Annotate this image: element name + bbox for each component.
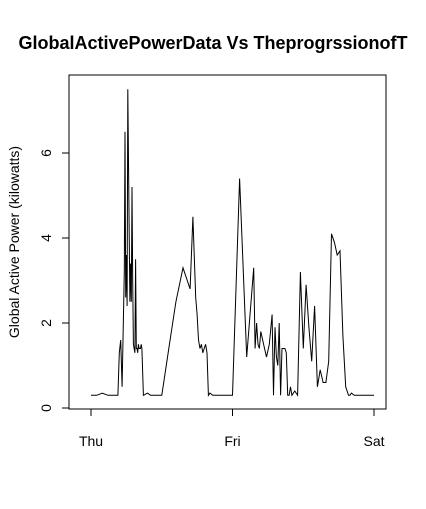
y-tick-label: 0	[38, 404, 54, 412]
y-axis: 0 2 4 6	[38, 149, 70, 412]
x-tick-label: Sat	[363, 433, 384, 449]
chart-title: GlobalActivePowerData Vs Theprogrssionof…	[18, 33, 407, 53]
y-tick-label: 4	[38, 234, 54, 242]
series-line	[91, 89, 374, 397]
x-tick-label: Thu	[79, 433, 103, 449]
series-lines	[91, 89, 374, 397]
y-tick-label: 2	[38, 319, 54, 327]
y-axis-label: Global Active Power (kilowatts)	[6, 146, 22, 338]
x-axis: Thu Fri Sat	[79, 408, 385, 449]
y-tick-label: 6	[38, 149, 54, 157]
plot-frame	[68, 74, 387, 410]
x-tick-label: Fri	[224, 433, 240, 449]
